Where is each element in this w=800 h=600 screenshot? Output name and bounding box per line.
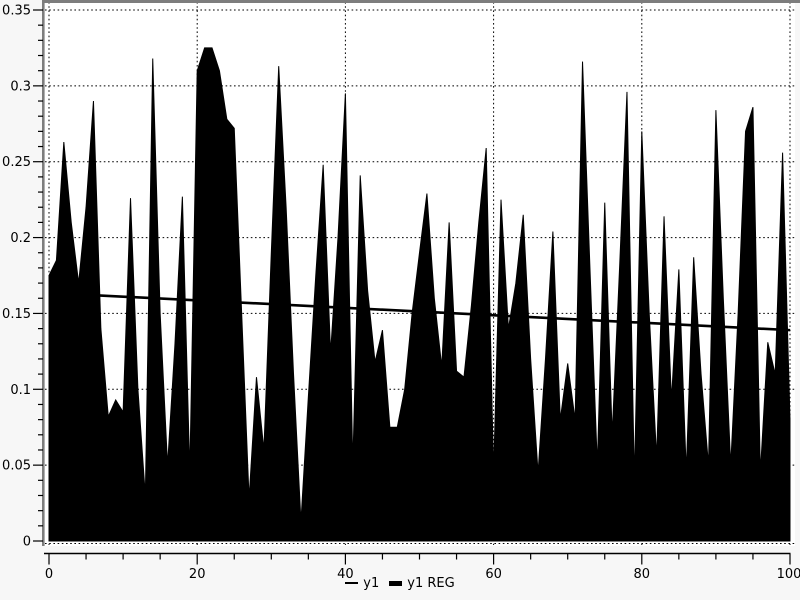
y-axis-labels: 0 0.05 0.1 0.15 0.2 0.25 0.3 0.35 (2, 4, 31, 550)
legend-marker-thin-line-icon (345, 582, 359, 584)
frame-top (43, 0, 800, 3)
x-tick-label-60: 60 (485, 567, 502, 582)
x-tick-label-20: 20 (189, 567, 206, 582)
x-tick-label-0: 0 (45, 567, 53, 582)
x-tick-label-40: 40 (337, 567, 354, 582)
y1-regression-line (48, 291, 791, 332)
x-tick-label-80: 80 (634, 567, 651, 582)
legend: y1 y1 REG (0, 574, 800, 592)
y-tick-label-0.2: 0.2 (10, 231, 31, 246)
y-tick-label-0.05: 0.05 (2, 459, 31, 474)
y-tick-label-0.35: 0.35 (2, 4, 31, 19)
legend-item-y1: y1 (345, 576, 379, 591)
x-axis-labels: 0 20 40 60 80 100 (45, 567, 800, 582)
legend-label-y1-reg: y1 REG (407, 575, 455, 591)
legend-marker-thick-line-icon (389, 580, 403, 586)
y1-area-series (48, 47, 791, 542)
y-tick-label-0.25: 0.25 (2, 155, 31, 170)
y-axis-line (42, 0, 45, 546)
y-tick-label-0.3: 0.3 (10, 79, 31, 94)
y-tick-label-0: 0 (23, 535, 31, 550)
x-tick-label-100: 100 (777, 567, 800, 582)
axis-ticks (33, 9, 791, 565)
y-tick-label-0.15: 0.15 (2, 307, 31, 322)
legend-item-y1-reg: y1 REG (389, 575, 455, 591)
y-tick-label-0.1: 0.1 (10, 383, 31, 398)
legend-label-y1: y1 (363, 575, 380, 591)
